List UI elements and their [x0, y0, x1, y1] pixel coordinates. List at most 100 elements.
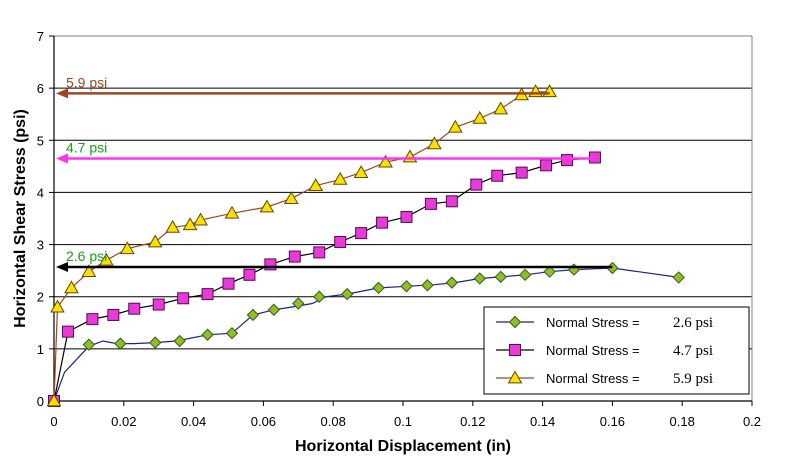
- data-point: [313, 290, 326, 303]
- x-tick-label: 0.1: [394, 414, 412, 429]
- data-point: [64, 280, 79, 294]
- legend-value: 2.6 psi: [673, 315, 713, 331]
- data-point: [376, 216, 389, 229]
- legend-entry-2: Normal Stress = 4.7 psi: [496, 343, 713, 359]
- data-point: [400, 210, 413, 223]
- data-point: [165, 219, 181, 233]
- data-point: [421, 279, 434, 292]
- data-point: [372, 281, 385, 295]
- x-tick-label: 0.12: [460, 414, 485, 429]
- data-point: [445, 276, 459, 289]
- data-point: [470, 178, 483, 191]
- data-point: [540, 159, 553, 172]
- x-tick-label: 0.16: [600, 414, 625, 429]
- data-point: [222, 277, 235, 290]
- annotation-1: 5.9 psi: [56, 74, 550, 99]
- annotation-3: 2.6 psi: [56, 248, 613, 272]
- data-point: [445, 195, 458, 208]
- data-point: [493, 101, 509, 115]
- data-point: [472, 110, 488, 124]
- data-point: [173, 334, 186, 348]
- annotations: 5.9 psi 4.7 psi 2.6 psi: [56, 74, 613, 272]
- legend: Normal Stress = 2.6 psi Normal Stress = 4.7…: [483, 306, 750, 395]
- data-point: [259, 199, 275, 213]
- data-point: [119, 241, 135, 255]
- y-tick-label: 1: [37, 342, 44, 357]
- data-point: [292, 297, 305, 310]
- y-tick-label: 6: [37, 81, 44, 96]
- data-point: [98, 252, 114, 266]
- y-tick-label: 5: [37, 133, 44, 148]
- series-1: [47, 261, 685, 408]
- x-tick-label: 0.08: [321, 414, 346, 429]
- data-point: [267, 303, 281, 316]
- x-tick-label: 0: [50, 414, 57, 429]
- data-point: [283, 191, 299, 205]
- data-point: [518, 268, 532, 282]
- legend-entry-3: Normal Stress = 5.9 psi: [496, 370, 713, 387]
- y-tick-label: 0: [37, 394, 44, 409]
- tick-labels: 0 1 2 3 4 5 6 7 0 0.02 0.04 0.06 0.08 0.1 0.12 0.14 0.16…: [37, 29, 761, 429]
- data-point: [82, 338, 96, 351]
- legend-marker: [507, 370, 523, 384]
- legend-label: Normal Stress =: [546, 315, 640, 330]
- data-point: [378, 154, 393, 168]
- data-point: [201, 288, 214, 301]
- data-point: [107, 308, 120, 321]
- data-point: [288, 250, 301, 263]
- data-point: [332, 171, 348, 185]
- data-point: [355, 227, 368, 240]
- annotation-arrowhead: [56, 261, 68, 272]
- data-point: [201, 328, 214, 341]
- legend-label: Normal Stress =: [546, 371, 640, 386]
- legend-marker: [509, 344, 521, 356]
- data-point: [672, 271, 685, 284]
- x-tick-label: 0.06: [251, 414, 276, 429]
- x-tick-label: 0.14: [530, 414, 555, 429]
- legend-label: Normal Stress =: [546, 343, 640, 358]
- x-tick-label: 0.2: [743, 414, 761, 429]
- data-point: [313, 246, 326, 259]
- annotation-label: 4.7 psi: [66, 140, 107, 156]
- y-tick-label: 2: [37, 290, 44, 305]
- y-tick-label: 4: [37, 185, 44, 200]
- series-3: [46, 84, 557, 407]
- data-point: [246, 308, 260, 322]
- x-axis-title: Horizontal Displacement (in): [295, 438, 511, 455]
- data-point: [147, 234, 163, 248]
- data-point: [494, 270, 507, 284]
- x-tick-label: 0.04: [181, 414, 206, 429]
- data-point: [61, 325, 74, 338]
- data-point: [182, 217, 198, 231]
- x-tick-label: 0.18: [670, 414, 695, 429]
- axes: [49, 35, 753, 406]
- data-series: [46, 84, 685, 408]
- data-point: [81, 264, 97, 278]
- legend-value: 5.9 psi: [673, 371, 713, 387]
- data-point: [114, 337, 127, 350]
- legend-marker: [508, 315, 522, 329]
- data-point: [334, 235, 347, 248]
- legend-entry-1: Normal Stress = 2.6 psi: [496, 315, 713, 331]
- data-point: [353, 165, 369, 178]
- y-tick-label: 7: [37, 29, 44, 44]
- data-point: [424, 197, 437, 210]
- data-point: [152, 298, 165, 311]
- data-point: [427, 136, 442, 150]
- data-point: [400, 280, 413, 293]
- data-point: [224, 205, 240, 219]
- legend-value: 4.7 psi: [673, 343, 713, 359]
- data-point: [515, 166, 528, 179]
- data-point: [149, 336, 162, 349]
- data-point: [177, 292, 190, 305]
- annotation-2: 4.7 psi: [56, 140, 595, 164]
- data-point: [86, 313, 99, 326]
- annotation-label: 2.6 psi: [66, 248, 107, 264]
- data-point: [491, 169, 504, 182]
- data-point: [193, 212, 208, 226]
- annotation-arrowhead: [56, 88, 68, 99]
- data-point: [243, 268, 256, 281]
- data-point: [50, 299, 65, 313]
- data-point: [447, 119, 463, 133]
